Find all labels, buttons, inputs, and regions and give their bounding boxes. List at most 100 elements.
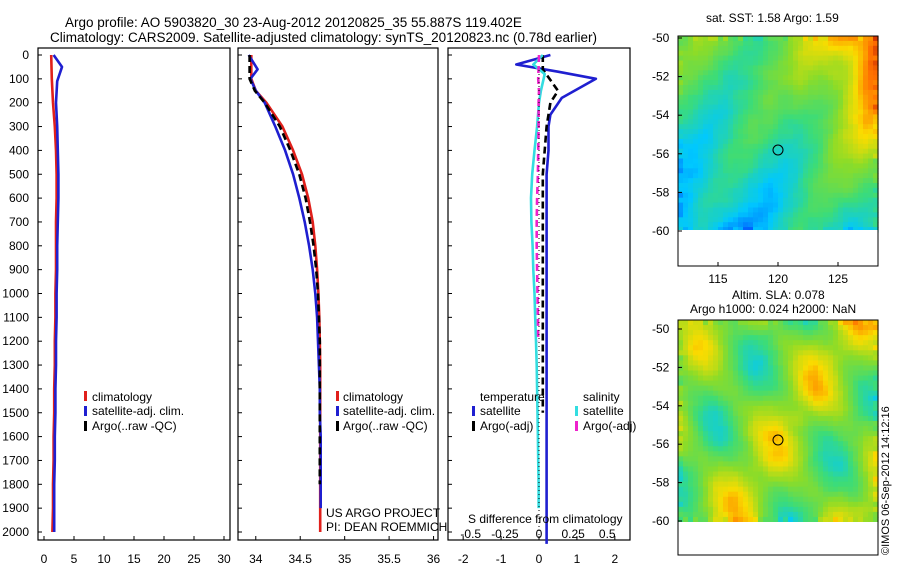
map-cell xyxy=(868,415,874,422)
map-cell xyxy=(723,222,729,228)
map-cell xyxy=(688,89,694,96)
map-cell xyxy=(838,375,844,382)
map-cell xyxy=(703,466,709,473)
map-cell xyxy=(743,360,749,367)
map-cell xyxy=(793,40,799,47)
map-cell xyxy=(863,178,869,184)
map-cell xyxy=(683,410,689,417)
map-cell xyxy=(818,441,824,447)
map-cell xyxy=(833,222,839,228)
map-cell xyxy=(853,365,859,372)
depth-tick-label: 600 xyxy=(9,191,29,205)
map-cell xyxy=(863,496,869,503)
map-cell xyxy=(828,350,834,356)
map-cell xyxy=(808,486,814,493)
map-cell xyxy=(858,134,864,140)
map-cell xyxy=(798,325,804,331)
map-cell xyxy=(683,222,689,228)
map-cell xyxy=(853,431,859,437)
map-cell xyxy=(803,163,809,169)
map-cell xyxy=(678,375,684,382)
map-cell xyxy=(743,187,749,194)
map-cell xyxy=(868,89,874,96)
sst-map-y-ticks: -50-52-54-56-58-60 xyxy=(652,31,682,238)
map-cell xyxy=(803,129,809,135)
map-cell xyxy=(863,80,869,86)
map-cell xyxy=(798,129,804,135)
map-cell xyxy=(813,75,819,81)
map-cell xyxy=(873,70,879,76)
map-cell xyxy=(793,99,799,106)
map-cell xyxy=(788,158,794,164)
map-cell xyxy=(823,506,829,513)
map-cell xyxy=(828,345,834,351)
map-cell xyxy=(768,486,774,493)
map-cell xyxy=(733,360,739,367)
depth-tick-label: 200 xyxy=(9,96,29,110)
map-cell xyxy=(703,129,709,135)
map-cell xyxy=(853,158,859,164)
map-cell xyxy=(713,405,719,412)
map-cell xyxy=(708,370,714,377)
map-cell xyxy=(853,370,859,377)
map-cell xyxy=(758,516,764,523)
map-cell xyxy=(798,365,804,372)
map-cell xyxy=(723,446,729,452)
map-cell xyxy=(858,476,864,483)
map-cell xyxy=(688,476,694,483)
map-cell xyxy=(748,163,754,169)
map-cell xyxy=(708,109,714,115)
map-cell xyxy=(683,217,689,223)
map-cell xyxy=(738,114,744,120)
map-cell xyxy=(713,320,719,326)
map-cell xyxy=(833,365,839,372)
map-cell xyxy=(808,80,814,86)
map-cell xyxy=(753,197,759,204)
map-cell xyxy=(728,173,734,179)
map-cell xyxy=(863,486,869,493)
map-cell xyxy=(828,410,834,417)
map-cell xyxy=(803,456,809,462)
map-cell xyxy=(783,436,789,442)
map-cell xyxy=(873,158,879,164)
map-cell xyxy=(853,491,859,498)
map-cell xyxy=(813,40,819,47)
map-cell xyxy=(828,89,834,96)
map-cell xyxy=(748,466,754,473)
credit-project: US ARGO PROJECT xyxy=(326,506,441,520)
map-cell xyxy=(863,119,869,125)
map-cell xyxy=(778,421,784,427)
map-cell xyxy=(728,415,734,422)
map-cell xyxy=(813,183,819,189)
map-cell xyxy=(788,330,794,336)
map-cell xyxy=(728,516,734,523)
map-cell xyxy=(798,45,804,52)
map-cell xyxy=(868,187,874,194)
map-cell xyxy=(688,99,694,106)
map-cell xyxy=(788,222,794,228)
map-cell xyxy=(818,202,824,209)
map-cell xyxy=(858,456,864,462)
map-cell xyxy=(808,370,814,377)
map-cell xyxy=(683,55,689,62)
map-cell xyxy=(823,80,829,86)
map-cell xyxy=(683,89,689,96)
depth-tick-label: 2000 xyxy=(2,525,29,539)
map-cell xyxy=(803,173,809,179)
map-cell xyxy=(803,501,809,508)
map-cell xyxy=(743,45,749,52)
map-cell xyxy=(743,158,749,164)
map-cell xyxy=(718,212,724,218)
map-cell xyxy=(803,340,809,346)
map-cell xyxy=(783,476,789,483)
map-cell xyxy=(833,80,839,86)
map-cell xyxy=(728,197,734,204)
map-cell xyxy=(703,436,709,442)
map-cell xyxy=(873,506,879,513)
map-cell xyxy=(753,36,759,42)
map-cell xyxy=(833,471,839,478)
map-cell xyxy=(748,506,754,513)
map-cell xyxy=(818,370,824,377)
map-cell xyxy=(798,345,804,351)
map-cell xyxy=(698,426,704,432)
